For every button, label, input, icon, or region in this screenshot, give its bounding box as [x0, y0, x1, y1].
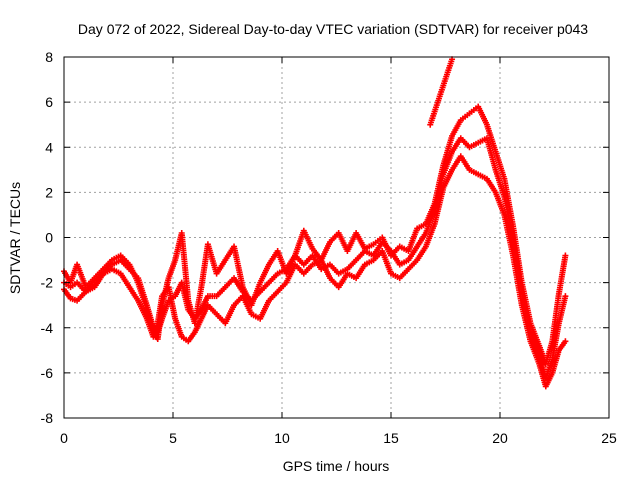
y-tick-label: 4 — [45, 139, 53, 155]
y-tick-label: -2 — [41, 275, 54, 291]
y-axis-title: SDTVAR / TECUs — [7, 182, 23, 294]
x-tick-label: 25 — [601, 430, 617, 446]
data-point-marker — [562, 293, 569, 300]
x-tick-label: 0 — [60, 430, 68, 446]
y-tick-label: -6 — [41, 365, 54, 381]
y-tick-label: 8 — [45, 49, 53, 65]
data-point-marker — [562, 338, 569, 345]
y-tick-label: 6 — [45, 94, 53, 110]
axis-ticks: 0 5 10 15 20 25 -8 -6 -4 -2 0 2 4 6 8 — [41, 49, 617, 446]
y-tick-label: -4 — [41, 320, 54, 336]
y-tick-label: -8 — [41, 410, 54, 426]
y-tick-label: 0 — [45, 230, 53, 246]
x-tick-label: 10 — [274, 430, 290, 446]
x-tick-label: 5 — [169, 430, 177, 446]
y-tick-label: 2 — [45, 184, 53, 200]
x-tick-label: 15 — [383, 430, 399, 446]
data-point-marker — [562, 252, 569, 259]
chart-title: Day 072 of 2022, Sidereal Day-to-day VTE… — [78, 21, 588, 37]
x-axis-title: GPS time / hours — [283, 458, 390, 474]
data-series — [61, 56, 569, 390]
x-tick-label: 20 — [492, 430, 508, 446]
